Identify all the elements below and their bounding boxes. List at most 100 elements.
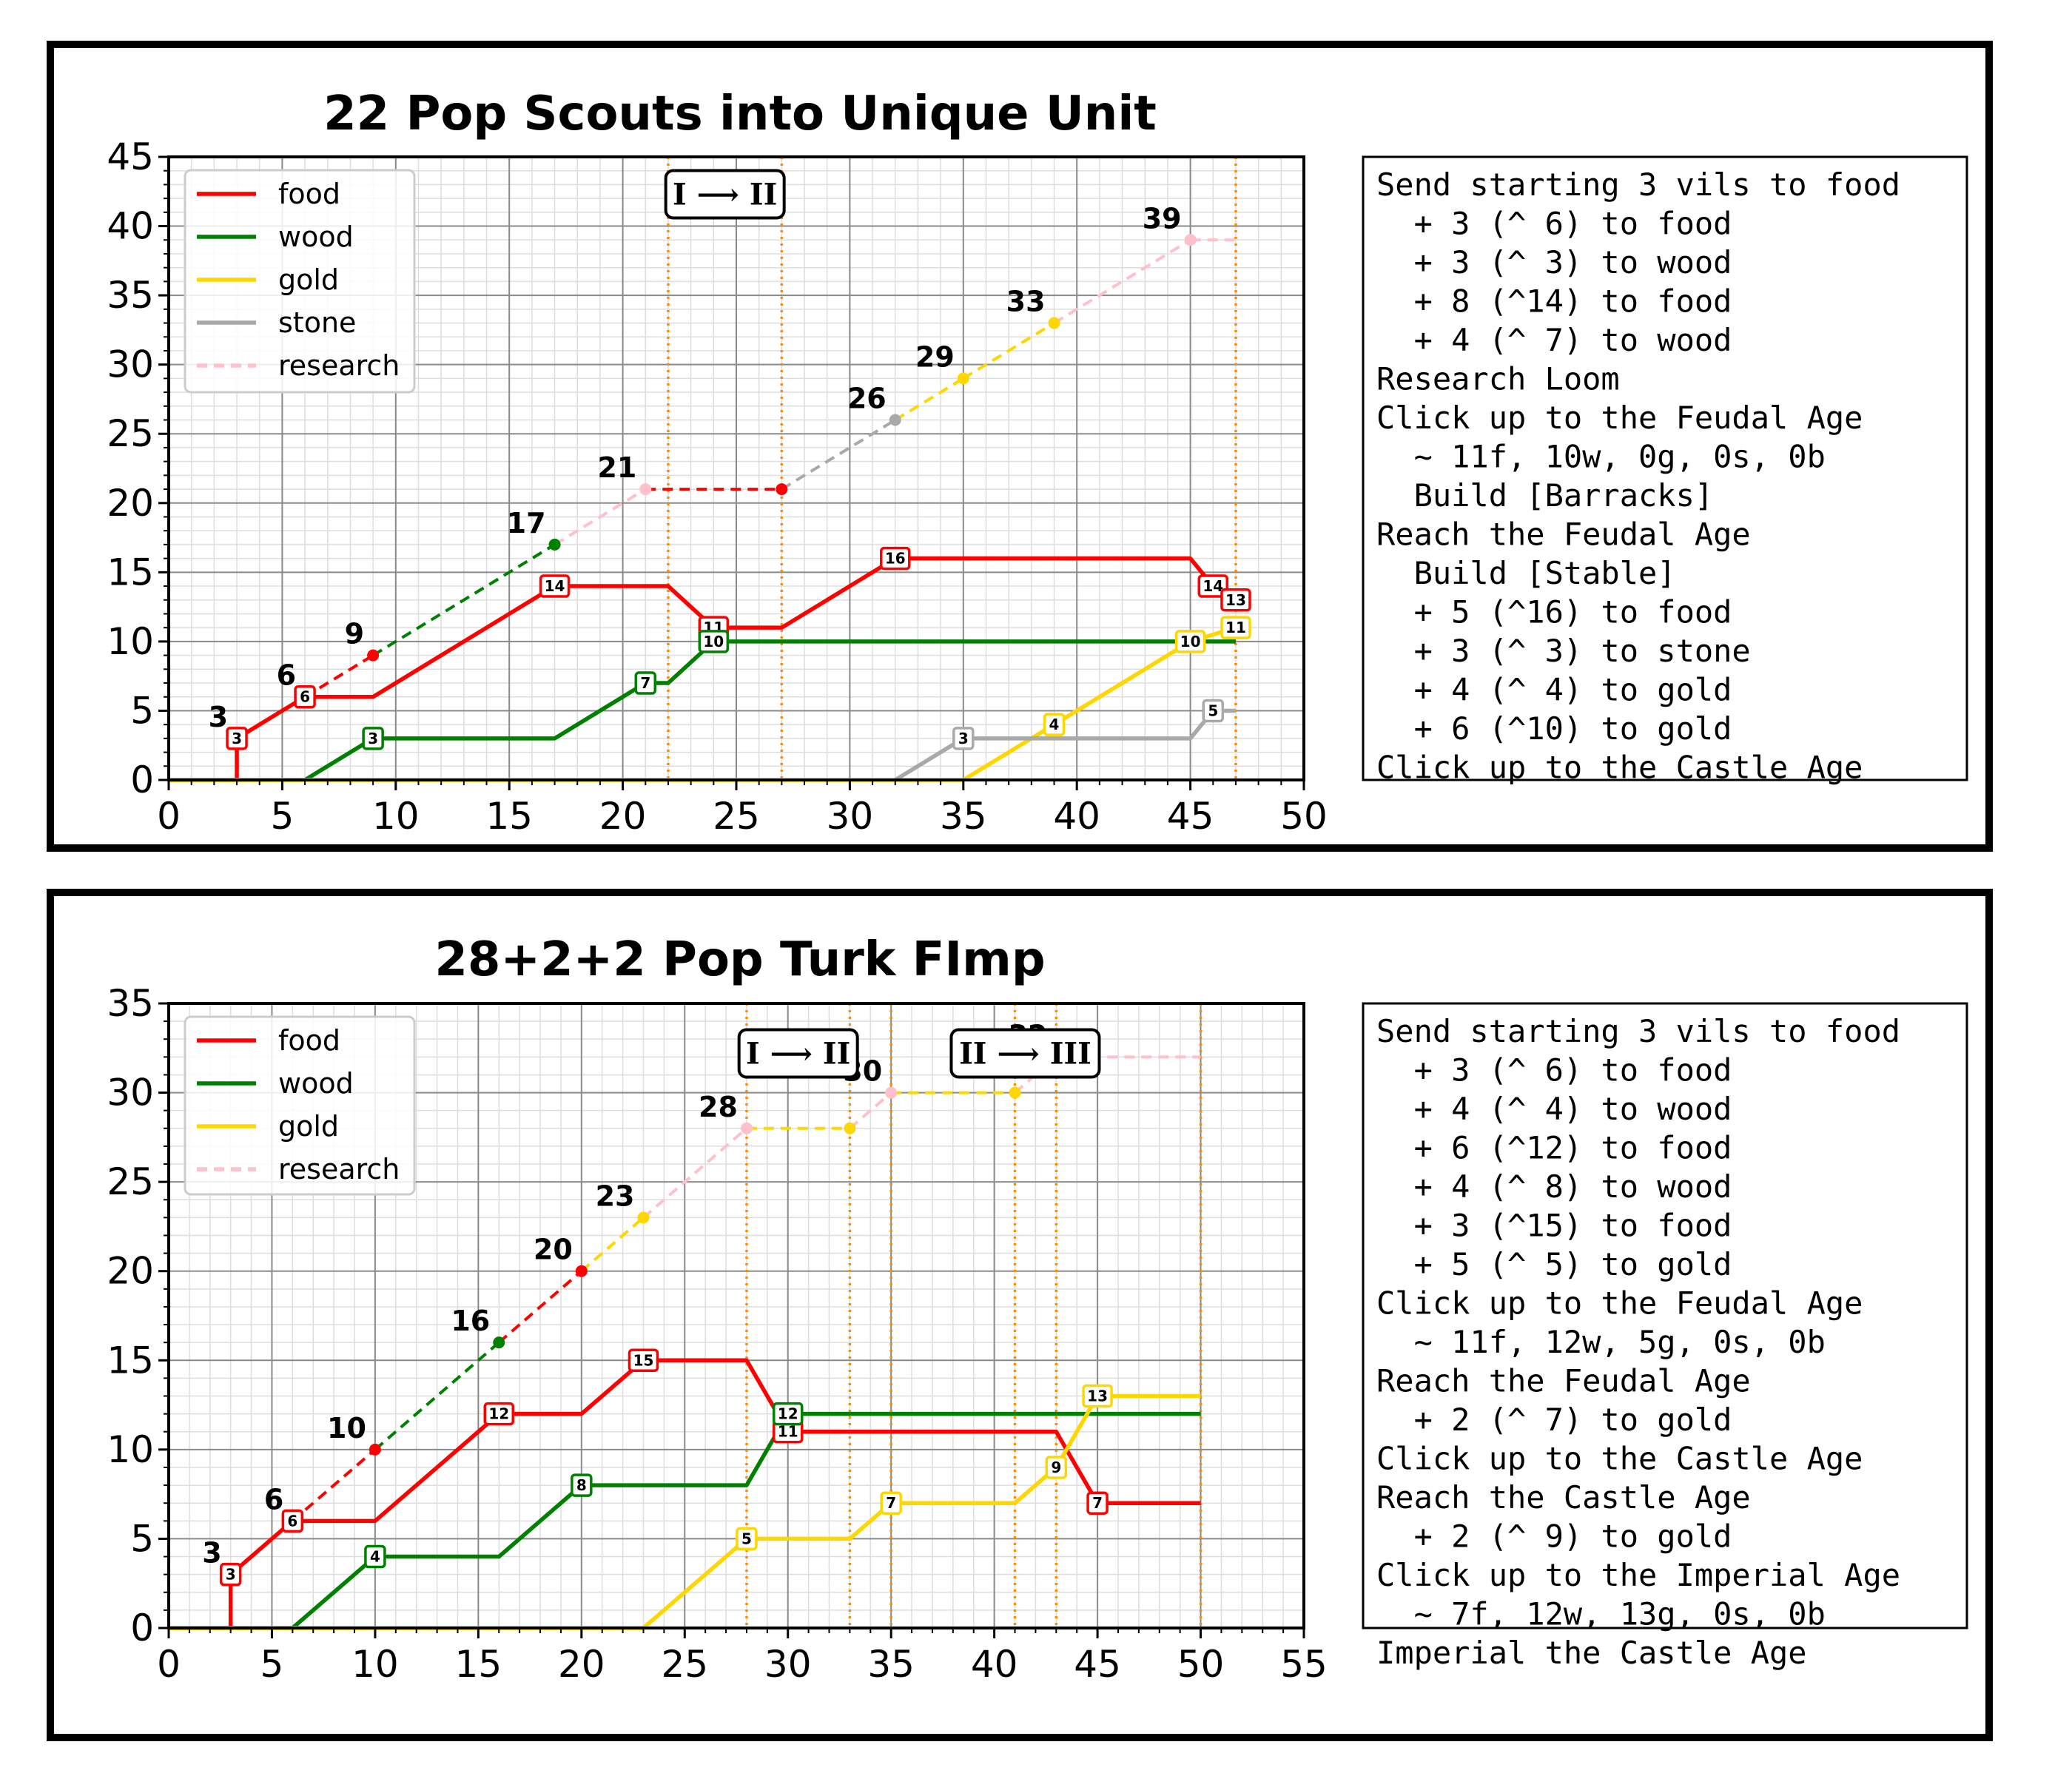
notes-line: + 4 (^ 7) to wood xyxy=(1376,322,1732,358)
population-labels: 3610162023283032 xyxy=(202,1019,1047,1569)
population-label: 23 xyxy=(596,1180,635,1212)
population-point xyxy=(1048,317,1060,329)
notes-line: + 2 (^ 7) to gold xyxy=(1376,1402,1732,1438)
population-point xyxy=(637,1211,650,1224)
age-label-box xyxy=(737,1028,859,1079)
population-label: 33 xyxy=(1006,286,1046,318)
x-tick-label: 20 xyxy=(558,1643,605,1686)
badge-food: 15 xyxy=(628,1348,659,1373)
y-tick-label: 10 xyxy=(107,620,154,663)
x-tick-label: 35 xyxy=(940,795,987,838)
badge-label: 10 xyxy=(1180,633,1201,650)
badge-label: 10 xyxy=(703,633,724,650)
badge-label: 14 xyxy=(545,577,565,595)
badge-box xyxy=(483,1402,515,1426)
x-tick-label: 45 xyxy=(1074,1643,1121,1686)
badge-box xyxy=(880,546,911,571)
population-point xyxy=(639,483,652,496)
badge-food: 12 xyxy=(483,1402,515,1426)
notes-line: Reach the Feudal Age xyxy=(1376,1363,1751,1399)
notes-line: Build [Barracks] xyxy=(1376,477,1713,514)
badge-box xyxy=(294,684,316,709)
badge-label: 6 xyxy=(287,1512,297,1530)
notes-line: + 3 (^ 3) to wood xyxy=(1376,244,1732,280)
badge-gold: 4 xyxy=(1043,713,1066,736)
notes-line: ~ 7f, 12w, 13g, 0s, 0b xyxy=(1376,1596,1826,1632)
population-labels: 3 6 9 17 21 26 29 33 39 xyxy=(209,202,1182,733)
badge-food: 13 xyxy=(1220,588,1251,612)
badge-stone: 3 xyxy=(952,727,975,750)
badge-gold: 10 xyxy=(1174,630,1206,653)
notes-line: Send starting 3 vils to food xyxy=(1376,166,1900,203)
x-tick-label: 35 xyxy=(867,1643,915,1686)
notes-line: + 3 (^15) to food xyxy=(1376,1208,1732,1244)
population-label: 6 xyxy=(264,1483,283,1516)
y-tick-label: 5 xyxy=(130,1517,154,1560)
badge-box xyxy=(539,574,571,598)
badge-box xyxy=(628,1348,659,1373)
population-segment xyxy=(781,418,896,491)
badge-wood: 7 xyxy=(634,671,657,695)
population-segment xyxy=(580,1216,645,1273)
population-segment xyxy=(554,488,647,546)
legend: food wood gold research xyxy=(184,1015,416,1196)
badge-box xyxy=(952,727,975,750)
badge-box xyxy=(772,1402,804,1426)
badge-box xyxy=(226,727,248,750)
y-tick-label: 20 xyxy=(107,1250,154,1293)
notes-line: Imperial the Castle Age xyxy=(1376,1635,1807,1671)
chart-panel-1: 22 Pop Scouts into Unique Unit 3 6 14 11 16 14… xyxy=(47,41,1993,852)
badge-label: 3 xyxy=(958,730,969,747)
badge-gold: 13 xyxy=(1082,1384,1113,1408)
x-tick-label: 25 xyxy=(713,795,760,838)
badge-label: 3 xyxy=(368,730,378,747)
x-tick-label: 50 xyxy=(1177,1643,1225,1686)
badge-label: 11 xyxy=(1225,619,1246,636)
chart-title: 28+2+2 Pop Turk FImp xyxy=(434,932,1045,987)
y-tick-label: 20 xyxy=(107,482,154,525)
badge-food: 16 xyxy=(880,546,911,571)
notes-box xyxy=(1362,1002,1968,1629)
x-tick-label: 30 xyxy=(764,1643,812,1686)
population-point xyxy=(844,1122,856,1134)
x-tick-label: 30 xyxy=(827,795,874,838)
badge-food: 6 xyxy=(294,684,316,709)
x-tick-label: 0 xyxy=(157,1643,181,1686)
badge-stone: 5 xyxy=(1202,699,1225,723)
population-point xyxy=(575,1265,588,1277)
y-tick-label: 45 xyxy=(107,135,154,178)
notes-line: Send starting 3 vils to food xyxy=(1376,1013,1900,1049)
badge-label: 5 xyxy=(741,1530,752,1547)
legend-label-research: research xyxy=(278,1153,400,1185)
population-segment xyxy=(962,321,1055,380)
population-label: 10 xyxy=(327,1412,366,1444)
y-tick-label: 5 xyxy=(130,689,154,732)
badge-box xyxy=(1043,713,1066,736)
legend-label-wood: wood xyxy=(278,1067,354,1100)
notes-line: ~ 11f, 12w, 5g, 0s, 0b xyxy=(1376,1324,1826,1360)
x-tick-label: 5 xyxy=(270,795,294,838)
badge-food: 3 xyxy=(219,1562,242,1587)
population-segment xyxy=(497,1270,583,1344)
population-segment xyxy=(372,543,556,657)
y-tick-label: 25 xyxy=(107,412,154,455)
badge-box xyxy=(1174,630,1206,653)
x-tick-label: 20 xyxy=(599,795,647,838)
y-tick-label: 25 xyxy=(107,1160,154,1203)
notes-line: + 4 (^ 4) to wood xyxy=(1376,1091,1732,1127)
y-tick-label: 0 xyxy=(130,1607,154,1649)
population-segment xyxy=(292,1448,377,1522)
y-tick-label: 15 xyxy=(107,1339,154,1382)
x-tick-label: 0 xyxy=(157,795,181,838)
population-segment xyxy=(304,653,374,699)
population-label: 26 xyxy=(847,383,887,415)
population-point xyxy=(776,483,788,496)
notes-line: + 5 (^16) to food xyxy=(1376,594,1732,630)
population-label: 9 xyxy=(345,618,364,650)
notes-line: Click up to the Castle Age xyxy=(1376,1441,1863,1477)
badge-box xyxy=(736,1527,758,1551)
badge-label: 12 xyxy=(488,1405,509,1423)
x-tick-label: 50 xyxy=(1280,795,1328,838)
badge-label: 7 xyxy=(640,674,650,692)
